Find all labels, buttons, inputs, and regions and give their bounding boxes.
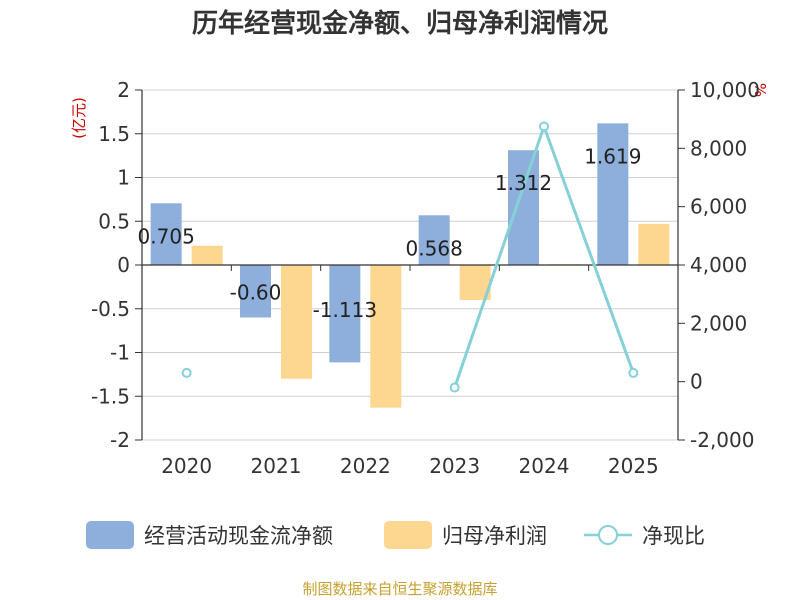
axes: 2 1.5 1 0.5 0 -0.5 -1 -1.5 -2 10,000 8,000 6,000 4,0…	[91, 78, 760, 478]
legend-swatch	[384, 521, 432, 549]
left-axis-tick-label: 0	[117, 253, 130, 277]
ratio-point	[449, 382, 460, 393]
x-axis-tick-label: 2025	[608, 454, 659, 478]
cashflow-data-label: 1.312	[495, 171, 552, 195]
legend: 经营活动现金流净额 归母净利润 净现比	[86, 521, 705, 549]
net-profit-bar	[638, 223, 670, 265]
x-axis-tick-label: 2024	[519, 454, 570, 478]
right-axis-tick-label: 4,000	[690, 253, 747, 277]
cashflow-bar	[418, 215, 450, 265]
net-profit-bar	[370, 265, 402, 408]
x-axis-tick-label: 2021	[251, 454, 302, 478]
left-axis-tick-label: -1	[110, 341, 130, 365]
ratio-line	[181, 121, 639, 393]
left-axis-tick-label: 1	[117, 166, 130, 190]
cashflow-data-label: 0.705	[138, 224, 195, 248]
left-axis-tick-label: 1.5	[98, 122, 130, 146]
cashflow-data-label: 1.619	[584, 144, 641, 168]
cashflow-bar	[240, 265, 271, 318]
right-axis-tick-label: 8,000	[690, 136, 747, 160]
cashflow-bar	[508, 150, 539, 265]
bar-marks	[150, 123, 670, 408]
left-axis-tick-label: 2	[117, 78, 130, 102]
net-profit-bar	[191, 245, 223, 265]
right-axis-tick-label: -2,000	[690, 428, 754, 452]
x-axis-tick-label: 2020	[161, 454, 212, 478]
data-labels: 0.705 -0.60 -1.113 0.568 1.312 1.619	[138, 144, 642, 321]
left-axis-tick-label: -2	[110, 428, 130, 452]
right-axis-tick-label: 0	[690, 370, 703, 394]
legend-label: 净现比	[642, 524, 705, 548]
left-axis-tick-label: -0.5	[91, 297, 130, 321]
x-axis-tick-label: 2022	[340, 454, 391, 478]
cashflow-bar	[150, 203, 182, 265]
right-axis-tick-label: 2,000	[690, 311, 747, 335]
ratio-point	[181, 367, 192, 378]
cashflow-data-label: 0.568	[406, 236, 463, 260]
chart-title: 历年经营现金净额、归母净利润情况	[192, 8, 608, 39]
legend-swatch	[86, 521, 134, 549]
x-axis-tick-label: 2023	[429, 454, 480, 478]
cashflow-data-label: -1.113	[313, 298, 377, 322]
source-note: 制图数据来自恒生聚源数据库	[302, 580, 497, 598]
right-axis-tick-label: 10,000	[690, 78, 760, 102]
cashflow-data-label: -0.60	[230, 280, 282, 304]
left-axis-tick-label: 0.5	[98, 209, 130, 233]
legend-marker	[598, 525, 618, 545]
ratio-point	[628, 367, 639, 378]
legend-label: 经营活动现金流净额	[144, 524, 333, 548]
ratio-point	[539, 121, 549, 132]
right-axis-unit: %	[751, 83, 769, 97]
net-profit-bar	[281, 265, 312, 379]
cashflow-bar	[329, 265, 361, 363]
left-axis-tick-label: -1.5	[91, 384, 130, 408]
legend-label: 归母净利润	[442, 524, 547, 548]
left-axis-unit: (亿元)	[70, 97, 88, 139]
right-axis-tick-label: 6,000	[690, 195, 747, 219]
cashflow-bar	[597, 123, 629, 266]
